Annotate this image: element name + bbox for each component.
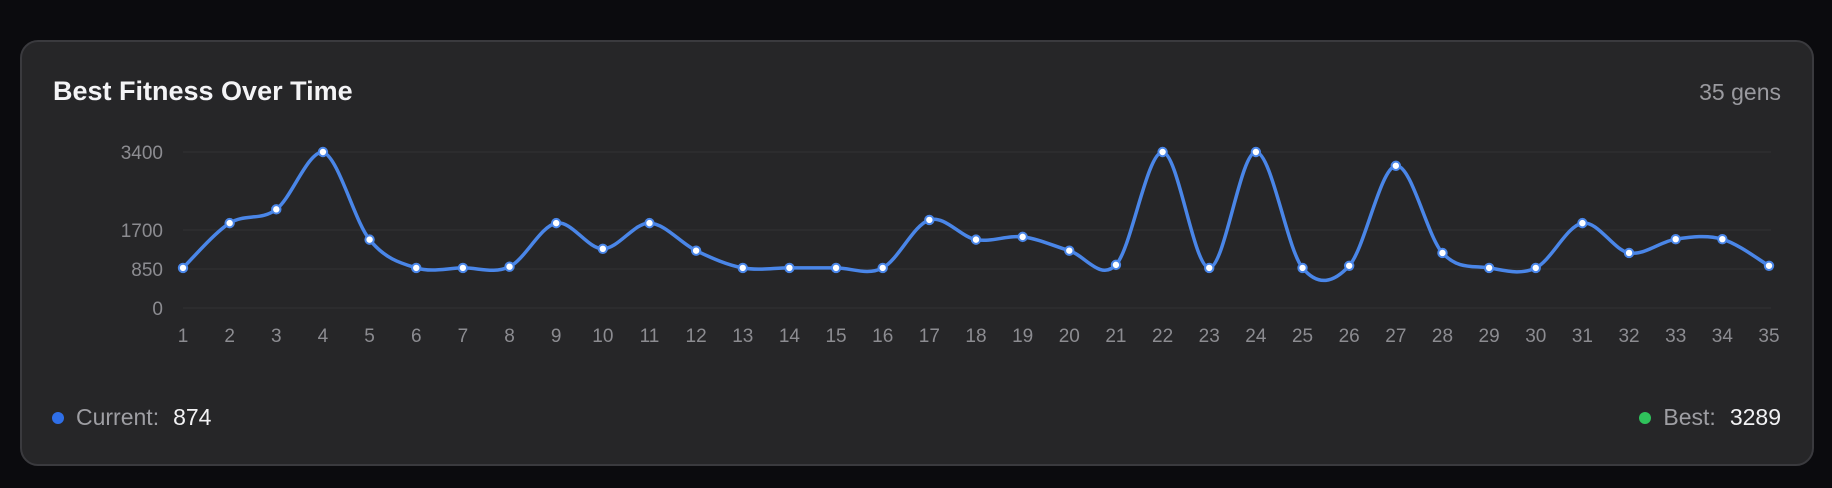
x-tick-label: 18 xyxy=(965,326,986,347)
legend-best: Best: 3289 xyxy=(1639,404,1781,431)
x-tick-label: 24 xyxy=(1245,326,1267,347)
data-point xyxy=(1343,260,1355,271)
current-value: 874 xyxy=(173,404,212,430)
data-point xyxy=(457,262,469,274)
x-tick-label: 33 xyxy=(1665,326,1686,347)
data-point xyxy=(1297,262,1308,274)
x-tick-label: 30 xyxy=(1525,326,1546,347)
x-tick-label: 15 xyxy=(825,326,846,347)
data-point xyxy=(1437,247,1448,259)
x-tick-label: 12 xyxy=(686,326,707,347)
legend-current: Current: 874 xyxy=(52,404,211,431)
x-tick-label: 29 xyxy=(1479,326,1500,347)
generation-count: 35 gens xyxy=(1699,79,1781,105)
x-tick-label: 8 xyxy=(504,326,515,347)
grid-lines xyxy=(183,151,1771,309)
current-label: Current: xyxy=(76,404,160,430)
data-point xyxy=(1763,260,1775,271)
x-axis-ticks: 1 2 3 4 5 6 7 8 9 10 11 12 13 14 15 16 17 18 19 20 21 22 23 24 2… xyxy=(178,326,1780,347)
x-tick-label: 19 xyxy=(1012,326,1033,347)
data-points xyxy=(177,146,1775,274)
data-point xyxy=(597,243,609,255)
data-point xyxy=(177,262,189,274)
data-point xyxy=(877,262,888,274)
data-point xyxy=(784,262,795,274)
y-tick-label: 850 xyxy=(131,260,163,281)
x-tick-label: 2 xyxy=(224,326,235,347)
x-tick-label: 28 xyxy=(1432,326,1453,347)
x-tick-label: 17 xyxy=(919,326,940,347)
x-tick-label: 26 xyxy=(1339,326,1360,347)
x-tick-label: 35 xyxy=(1758,326,1779,347)
data-point xyxy=(1110,259,1122,271)
data-point xyxy=(1250,146,1262,158)
series-line-fitness xyxy=(181,150,1771,283)
data-point xyxy=(1530,262,1541,274)
data-point xyxy=(1717,233,1728,245)
data-point xyxy=(1017,231,1028,243)
best-value: 3289 xyxy=(1729,404,1781,430)
x-tick-label: 20 xyxy=(1059,326,1080,347)
x-tick-label: 4 xyxy=(318,326,329,347)
x-tick-label: 11 xyxy=(640,326,660,347)
x-tick-label: 22 xyxy=(1152,326,1173,347)
data-point xyxy=(737,262,748,274)
data-point xyxy=(644,217,655,229)
data-point xyxy=(1577,217,1588,229)
x-tick-label: 32 xyxy=(1618,326,1639,347)
x-tick-label: 6 xyxy=(411,326,422,347)
x-tick-label: 13 xyxy=(732,326,753,347)
x-tick-label: 31 xyxy=(1572,326,1593,347)
data-point xyxy=(411,262,422,274)
x-tick-label: 25 xyxy=(1292,326,1313,347)
data-point xyxy=(690,245,702,256)
x-tick-label: 23 xyxy=(1199,326,1220,347)
y-tick-label: 0 xyxy=(152,299,163,320)
chart-title: Best Fitness Over Time xyxy=(53,76,353,106)
data-point xyxy=(1204,262,1215,274)
data-point xyxy=(1483,262,1495,274)
data-point xyxy=(1390,160,1402,171)
x-tick-label: 3 xyxy=(271,326,282,347)
data-point xyxy=(271,204,282,215)
data-point xyxy=(1064,245,1075,256)
current-dot-icon xyxy=(52,411,64,424)
data-point xyxy=(504,261,515,272)
data-point xyxy=(924,214,935,226)
x-tick-label: 10 xyxy=(592,326,613,347)
data-point xyxy=(317,146,329,158)
x-tick-label: 34 xyxy=(1712,326,1734,347)
fitness-chart-card xyxy=(20,40,1814,466)
data-point xyxy=(970,234,982,245)
x-tick-label: 27 xyxy=(1385,326,1406,347)
data-point xyxy=(550,217,562,229)
data-point xyxy=(1670,233,1681,245)
x-tick-label: 7 xyxy=(458,326,469,347)
y-tick-label: 3400 xyxy=(121,143,163,164)
best-dot-icon xyxy=(1639,411,1652,424)
data-point xyxy=(1623,247,1635,259)
x-tick-label: 1 xyxy=(178,326,189,347)
x-tick-label: 5 xyxy=(364,326,375,347)
x-tick-label: 9 xyxy=(551,326,562,347)
data-point xyxy=(224,217,235,229)
data-point xyxy=(1157,146,1168,158)
y-axis-ticks: 0 850 1700 3400 xyxy=(121,143,163,320)
x-tick-label: 14 xyxy=(779,326,801,347)
x-tick-label: 16 xyxy=(872,326,893,347)
y-tick-label: 1700 xyxy=(121,221,163,242)
x-tick-label: 21 xyxy=(1105,326,1126,347)
data-point xyxy=(830,262,842,274)
data-point xyxy=(364,234,375,245)
best-label: Best: xyxy=(1663,404,1716,430)
